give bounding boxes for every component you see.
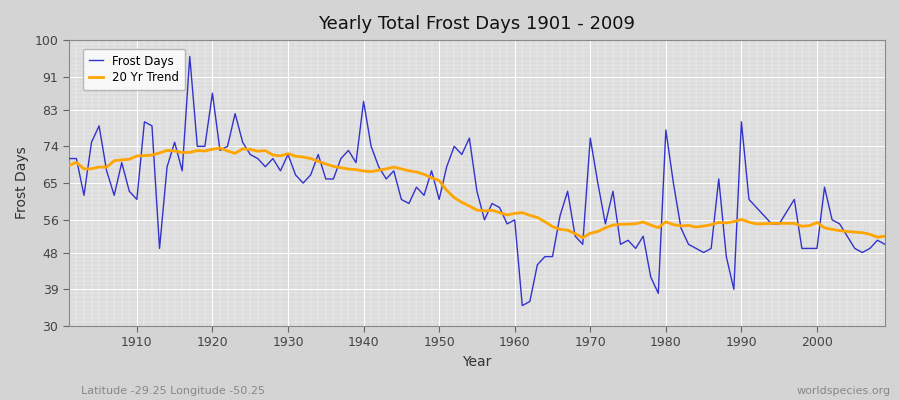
- Frost Days: [615, 242, 626, 247]
- 20 Yr Trend: [214, 146, 225, 150]
- Frost Days: [184, 54, 195, 59]
- Text: worldspecies.org: worldspecies.org: [796, 386, 891, 396]
- Frost Days: [298, 181, 309, 186]
- 20 Yr Trend: [517, 210, 527, 215]
- Line: Frost Days: Frost Days: [68, 56, 885, 306]
- 20 Yr Trend: [298, 155, 309, 160]
- 20 Yr Trend: [63, 163, 74, 168]
- Frost Days: [343, 148, 354, 153]
- 20 Yr Trend: [343, 167, 354, 172]
- Frost Days: [879, 242, 890, 247]
- Frost Days: [509, 218, 520, 222]
- 20 Yr Trend: [509, 211, 520, 216]
- Text: Latitude -29.25 Longitude -50.25: Latitude -29.25 Longitude -50.25: [81, 386, 265, 396]
- Frost Days: [124, 189, 135, 194]
- Line: 20 Yr Trend: 20 Yr Trend: [68, 148, 885, 238]
- 20 Yr Trend: [577, 235, 588, 240]
- Frost Days: [63, 156, 74, 161]
- 20 Yr Trend: [124, 157, 135, 162]
- Y-axis label: Frost Days: Frost Days: [15, 147, 29, 220]
- Title: Yearly Total Frost Days 1901 - 2009: Yearly Total Frost Days 1901 - 2009: [319, 15, 635, 33]
- 20 Yr Trend: [615, 222, 626, 227]
- 20 Yr Trend: [879, 234, 890, 238]
- Frost Days: [517, 303, 527, 308]
- Frost Days: [525, 299, 535, 304]
- X-axis label: Year: Year: [463, 355, 491, 369]
- Legend: Frost Days, 20 Yr Trend: Frost Days, 20 Yr Trend: [83, 49, 185, 90]
